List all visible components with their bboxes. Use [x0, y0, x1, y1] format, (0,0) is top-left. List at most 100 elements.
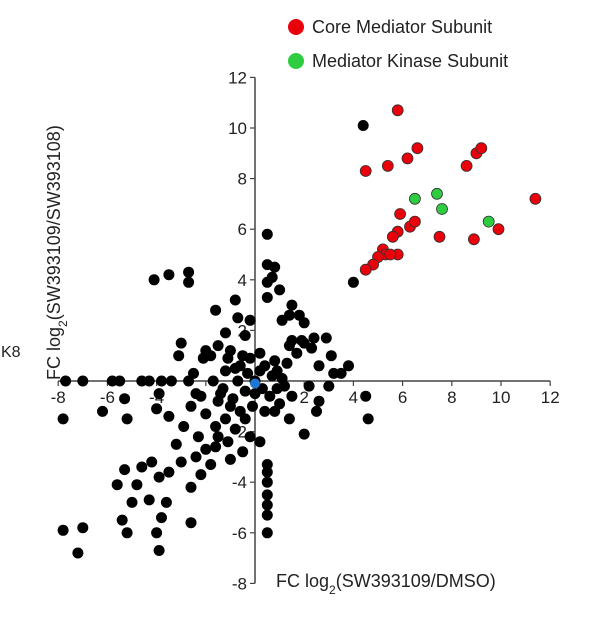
core-mediator-subunit-point: [467, 233, 480, 246]
core-mediator-subunit-point: [381, 159, 394, 172]
other-point: [244, 431, 256, 443]
core-mediator-subunit-point: [386, 230, 399, 243]
other-point: [210, 441, 222, 453]
other-point: [357, 120, 369, 131]
other-point: [224, 400, 236, 412]
other-point: [360, 390, 372, 402]
other-point: [200, 408, 212, 420]
x-tick-label: -8: [51, 388, 66, 407]
other-point: [247, 400, 258, 412]
core-mediator-subunit-point: [359, 263, 372, 276]
other-point: [192, 431, 204, 443]
other-point: [119, 464, 131, 476]
legend-label: Core Mediator Subunit: [312, 17, 492, 37]
legend: Core Mediator Subunit Mediator Kinase Sub…: [288, 17, 508, 71]
x-axis-title-pre: FC log: [276, 571, 329, 591]
other-point: [269, 261, 281, 273]
other-point: [261, 466, 273, 478]
other-point: [178, 421, 190, 432]
other-point: [156, 512, 167, 524]
y-axis-title-post: (SW393109/SW393108): [44, 125, 64, 320]
other-point: [269, 355, 281, 367]
other-point: [151, 527, 163, 539]
other-point: [126, 496, 138, 508]
other-point: [271, 383, 283, 395]
other-point: [210, 421, 222, 432]
core-mediator-subunit-point: [359, 165, 372, 177]
other-point: [143, 494, 155, 506]
other-point: [229, 423, 241, 435]
other-point: [362, 413, 374, 425]
other-point: [234, 360, 246, 372]
other-point: [163, 466, 175, 478]
other-point: [259, 405, 271, 417]
other-point: [212, 431, 224, 443]
other-point: [242, 367, 254, 379]
other-point: [57, 524, 69, 536]
x-tick-label: 6: [398, 388, 407, 407]
other-point: [195, 390, 207, 402]
core-mediator-subunit-point: [384, 248, 397, 261]
y-axis-title-pre: FC log: [44, 327, 64, 380]
y-tick-label: -4: [232, 473, 247, 492]
core-mediator-subunit-point: [401, 152, 414, 165]
other-point: [234, 405, 246, 417]
other-point: [313, 395, 325, 407]
x-ticks: -8-6-424681012: [51, 381, 560, 407]
highlighted-point: [250, 378, 260, 389]
other-point: [244, 314, 256, 326]
other-point: [237, 350, 249, 362]
other-point: [153, 471, 165, 483]
x-tick-label: 4: [349, 388, 358, 407]
other-point: [60, 375, 72, 387]
other-point: [153, 545, 165, 556]
other-point: [261, 509, 273, 521]
other-point: [185, 400, 197, 412]
other-point: [183, 276, 195, 288]
core-mediator-subunit-point: [529, 192, 542, 205]
other-point: [136, 461, 148, 473]
other-point: [239, 330, 251, 341]
other-point: [175, 456, 187, 468]
other-point: [298, 428, 310, 440]
x-axis-title-post: (SW393109/DMSO): [336, 571, 496, 591]
other-point: [320, 332, 332, 344]
y-tick-label: -8: [232, 574, 247, 593]
other-point: [220, 365, 231, 377]
other-point: [274, 398, 286, 410]
other-point: [205, 459, 217, 470]
other-point: [163, 410, 175, 422]
other-point: [261, 476, 273, 488]
other-point: [249, 388, 261, 400]
other-point: [119, 393, 131, 405]
mediator-kinase-subunit-point: [431, 187, 443, 200]
other-point: [286, 390, 298, 402]
edge-label: K8: [1, 344, 21, 361]
other-point: [114, 375, 126, 387]
other-point: [151, 403, 163, 415]
other-point: [170, 438, 182, 450]
x-tick-label: 10: [492, 388, 511, 407]
y-axis-title: FC log2(SW393109/SW393108): [44, 125, 70, 380]
other-point: [229, 294, 241, 306]
other-point: [185, 517, 197, 529]
other-point: [261, 459, 273, 470]
other-point: [347, 276, 359, 288]
legend-marker: [288, 19, 304, 35]
other-point: [237, 446, 249, 458]
core-mediator-subunit-point: [411, 142, 424, 155]
other-point: [222, 436, 234, 448]
other-point: [57, 413, 69, 425]
other-point: [323, 380, 335, 392]
other-point: [286, 299, 298, 311]
other-point: [313, 360, 325, 372]
other-point: [274, 284, 286, 296]
other-point: [306, 342, 318, 354]
other-point: [254, 436, 266, 448]
other-point: [298, 317, 310, 329]
other-point: [222, 352, 234, 364]
other-point: [311, 405, 322, 417]
other-point: [224, 453, 236, 465]
mediator-kinase-subunit-point: [408, 192, 421, 205]
